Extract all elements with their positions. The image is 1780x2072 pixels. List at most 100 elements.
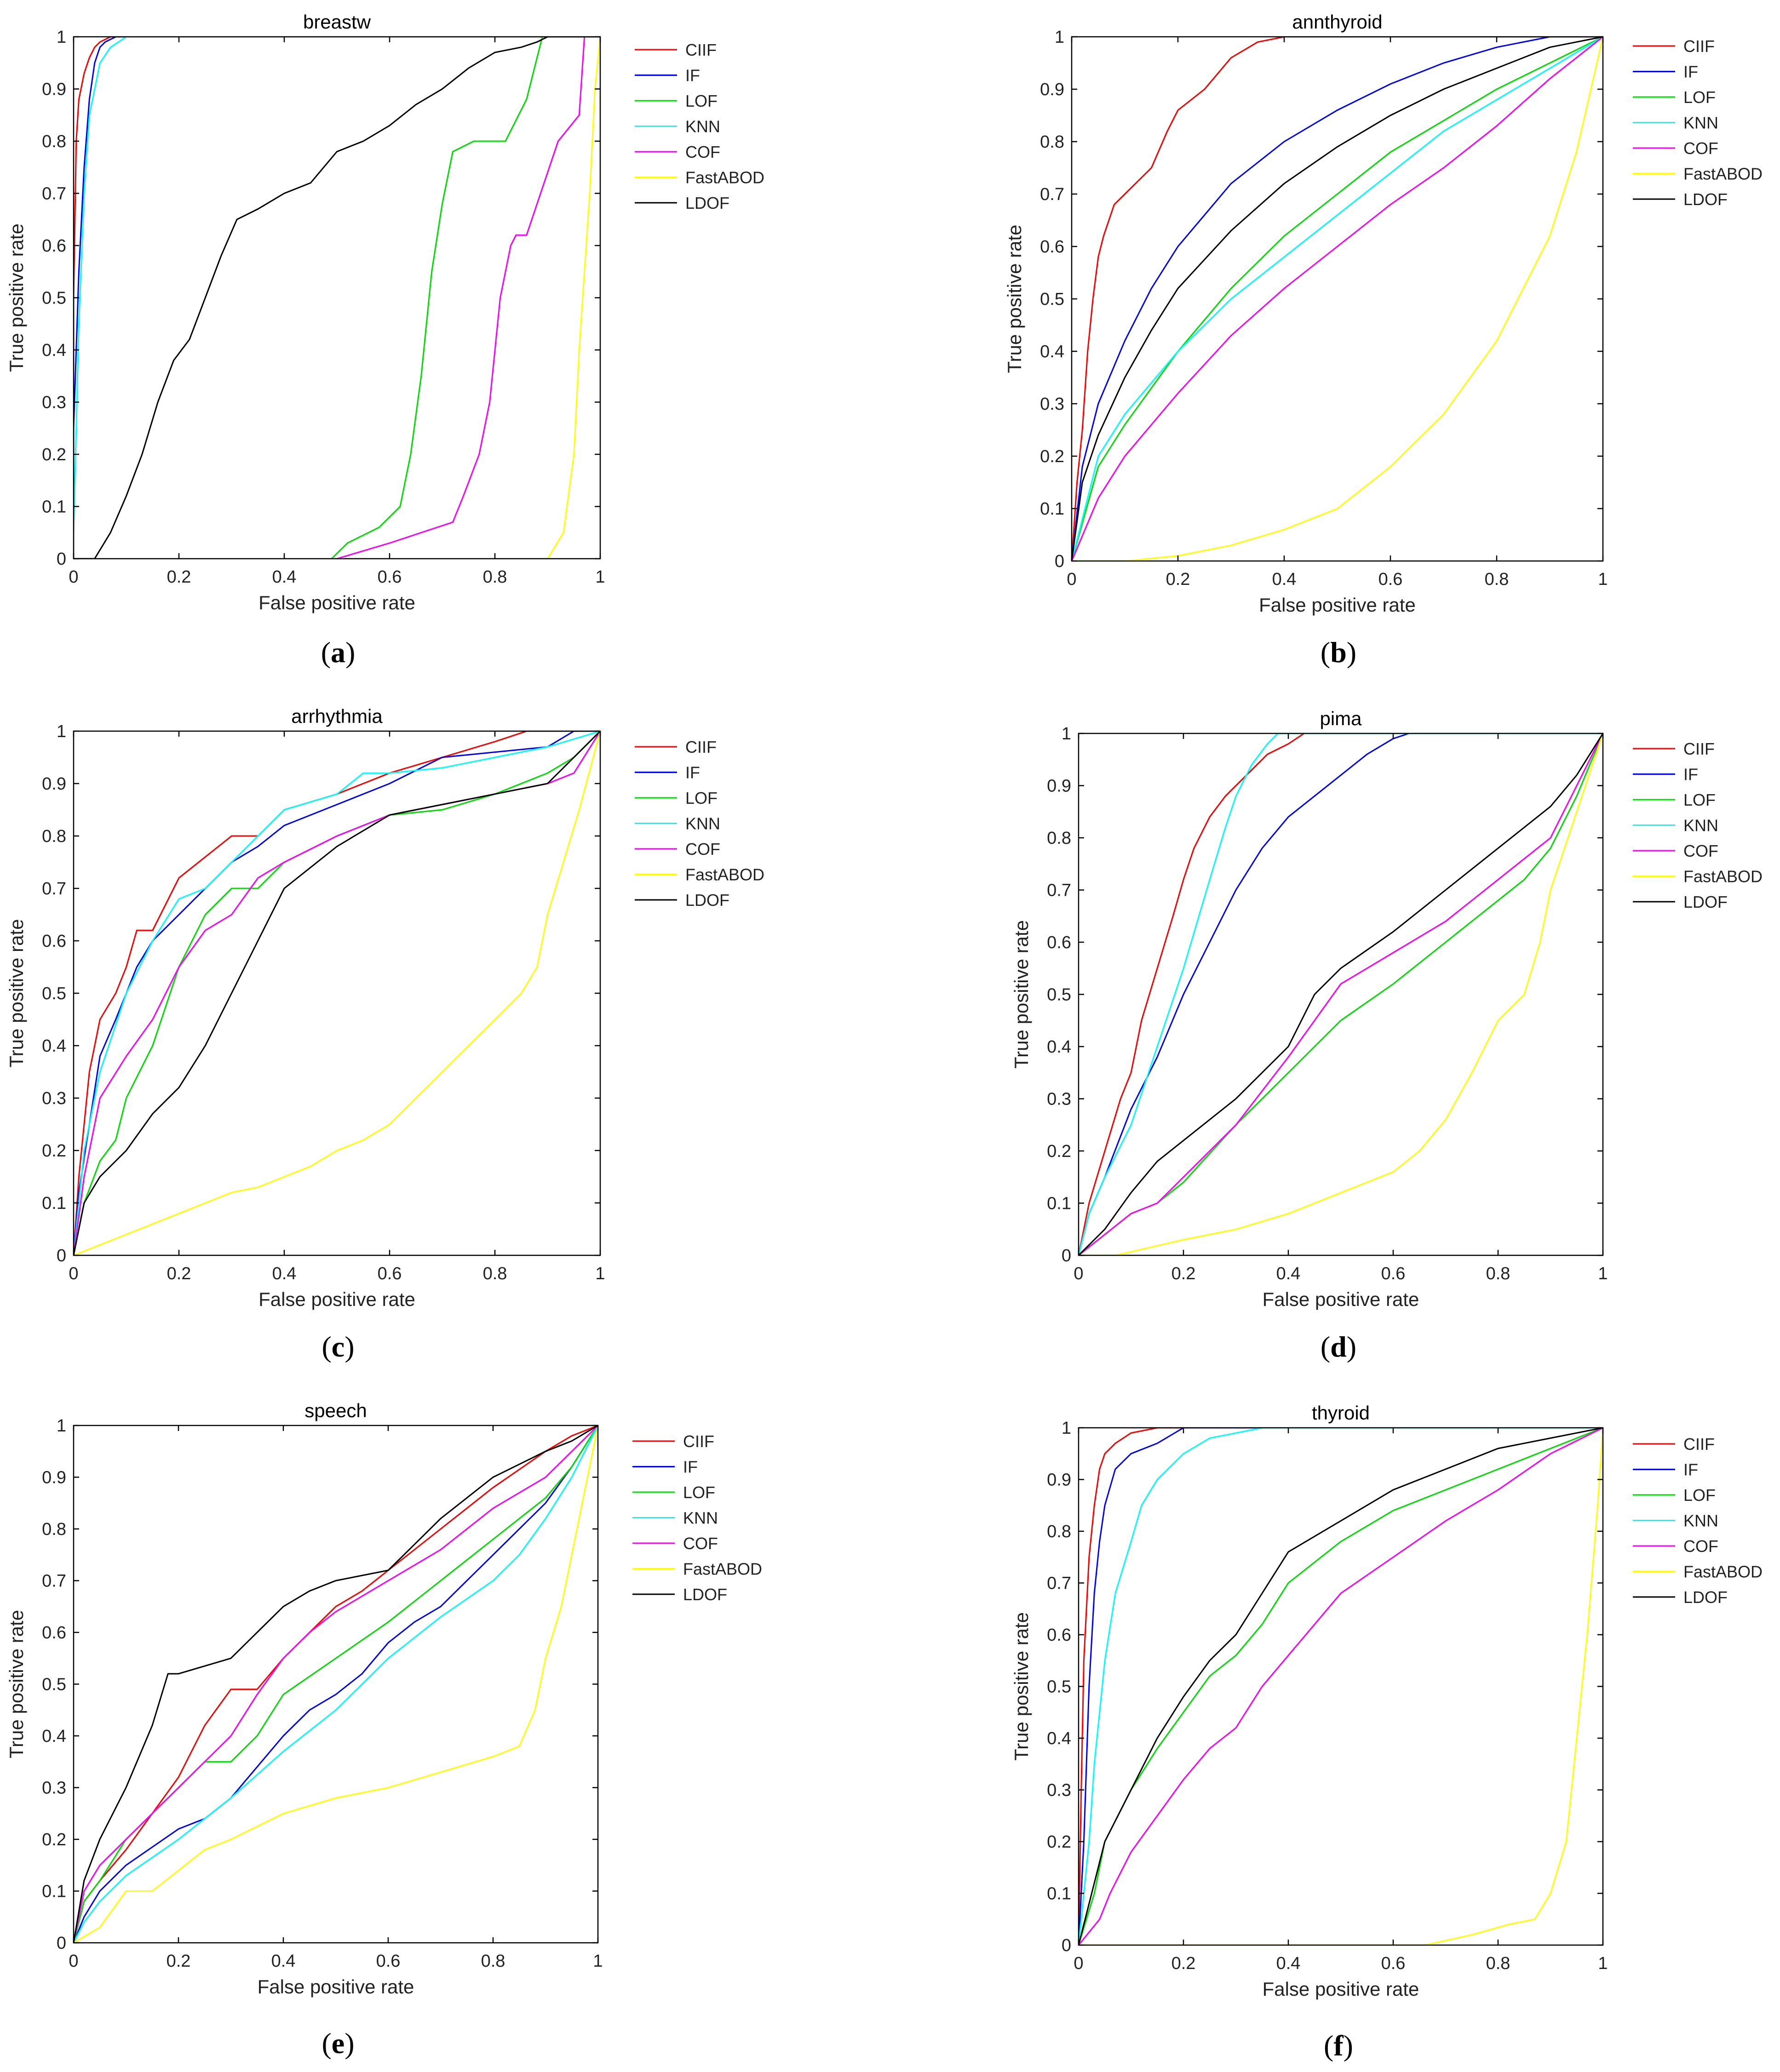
y-axis-label: True positive rate (1011, 1612, 1032, 1761)
y-tick-label: 0.2 (1047, 1142, 1071, 1161)
y-tick-label: 0.8 (1040, 132, 1064, 152)
legend-label-ldof: LDOF (1683, 190, 1728, 209)
series-line-if (1072, 37, 1603, 561)
panel-caption: (f) (1324, 2029, 1353, 2062)
y-tick-label: 0.2 (1040, 447, 1064, 466)
legend-label-ciif: CIIF (1683, 739, 1715, 758)
legend-label-lof: LOF (683, 1483, 715, 1502)
chart-panel-a: 0 0.2 0.4 0.6 0.8 1 0 0.1 0.2 0.3 0.4 0.5 0.6 0.7 0.8 0… (6, 11, 764, 669)
legend: CIIF IF LOF KNN COF FastABOD LDOF (635, 40, 764, 212)
series-line-ciif (1072, 37, 1603, 561)
series-line-ciif (74, 1425, 598, 1943)
y-tick-label: 0.4 (42, 1727, 66, 1746)
series-line-ldof (74, 1425, 598, 1943)
series-line-ldof (74, 37, 600, 559)
series-line-cof (1079, 733, 1603, 1255)
series-line-cof (74, 1425, 598, 1943)
y-tick-label: 0 (1062, 1246, 1071, 1265)
series-line-if (1079, 1428, 1603, 1945)
series-line-ciif (74, 731, 600, 1255)
legend: CIIF IF LOF KNN COF FastABOD LDOF (635, 738, 764, 910)
y-tick-label: 0.4 (42, 1036, 66, 1056)
y-tick-label: 0.3 (42, 1779, 66, 1798)
y-tick-label: 0.9 (42, 1468, 66, 1488)
chart-panel-f: 0 0.2 0.4 0.6 0.8 1 0 0.1 0.2 0.3 0.4 0.5 0.6 0.7 0.8 0… (1011, 1402, 1763, 2062)
y-tick-label: 0.1 (1047, 1194, 1071, 1213)
series-line-lof (1079, 1428, 1603, 1945)
x-tick-label: 0.2 (167, 1952, 191, 1971)
x-tick-label: 1 (595, 567, 605, 587)
y-tick-label: 0.2 (1047, 1832, 1071, 1852)
legend: CIIF IF LOF KNN COF FastABOD LDOF (1633, 739, 1763, 911)
y-tick-label: 1 (1062, 724, 1071, 744)
x-tick-label: 0.4 (1272, 570, 1297, 589)
series-line-fastabod (1072, 37, 1603, 561)
legend-label-knn: KNN (683, 1509, 718, 1528)
legend-label-ciif: CIIF (683, 1432, 714, 1451)
y-axis-label: True positive rate (6, 1610, 27, 1758)
chart-title: annthyroid (1292, 11, 1382, 33)
y-tick-label: 0.9 (1040, 80, 1064, 99)
y-tick-label: 0.4 (1047, 1729, 1071, 1748)
x-tick-label: 0.8 (483, 567, 507, 587)
x-tick-label: 1 (1598, 570, 1608, 589)
legend-label-ldof: LDOF (685, 891, 729, 910)
series-line-lof (1072, 37, 1603, 561)
legend-label-fastabod: FastABOD (1683, 867, 1763, 886)
y-tick-label: 0.7 (1047, 881, 1071, 900)
panel-caption: (c) (322, 1330, 354, 1363)
x-axis-label: False positive rate (258, 1288, 415, 1310)
panel-caption: (b) (1321, 636, 1356, 669)
y-tick-label: 0.5 (1047, 1677, 1071, 1697)
legend-label-fastabod: FastABOD (683, 1560, 762, 1579)
legend-label-knn: KNN (1683, 816, 1718, 835)
y-tick-label: 0.3 (1040, 395, 1064, 414)
legend-label-ldof: LDOF (683, 1585, 727, 1604)
chart-title: breastw (303, 11, 371, 33)
chart-title: pima (1320, 708, 1362, 729)
y-tick-label: 1 (1055, 28, 1064, 47)
x-tick-label: 0 (1074, 1264, 1083, 1283)
y-axis-label: True positive rate (6, 223, 27, 372)
legend-label-knn: KNN (1683, 1511, 1718, 1530)
legend-label-if: IF (685, 763, 700, 782)
legend-label-ciif: CIIF (1683, 1435, 1715, 1454)
plot-frame (1078, 1427, 1604, 1946)
series-line-knn (1079, 1428, 1603, 1945)
legend-label-knn: KNN (685, 814, 720, 833)
series-line-ldof (74, 731, 600, 1255)
x-tick-label: 0.4 (1276, 1264, 1301, 1283)
chart-title: arrhythmia (291, 705, 383, 727)
series-line-fastabod (74, 1425, 598, 1943)
y-tick-label: 0.8 (1047, 1522, 1071, 1541)
x-tick-label: 0.4 (272, 1264, 297, 1283)
legend-label-cof: COF (683, 1534, 718, 1553)
series-line-ciif (1079, 1428, 1603, 1945)
x-tick-label: 0.4 (272, 567, 297, 587)
legend: CIIF IF LOF KNN COF FastABOD LDOF (1633, 1435, 1763, 1607)
x-tick-label: 0.6 (1381, 1264, 1406, 1283)
series-line-cof (74, 37, 600, 559)
plot-frame (73, 1425, 599, 1944)
x-tick-label: 0.2 (167, 567, 191, 587)
series-line-knn (1072, 37, 1603, 561)
y-tick-label: 0 (57, 1934, 66, 1953)
y-tick-label: 1 (57, 28, 66, 47)
series-group (74, 37, 600, 559)
x-tick-label: 0 (1067, 570, 1076, 589)
legend-label-fastabod: FastABOD (1683, 165, 1763, 183)
y-tick-label: 0 (1055, 552, 1064, 571)
legend-label-ldof: LDOF (1683, 1588, 1728, 1607)
legend-label-lof: LOF (1683, 1486, 1716, 1505)
series-line-cof (1072, 37, 1603, 561)
legend-label-fastabod: FastABOD (685, 168, 764, 187)
legend-label-lof: LOF (685, 92, 718, 110)
y-tick-label: 0.4 (1040, 342, 1064, 361)
chart-panel-e: 0 0.2 0.4 0.6 0.8 1 0 0.1 0.2 0.3 0.4 0.5 0.6 0.7 0.8 0… (6, 1400, 762, 2060)
series-line-fastabod (74, 731, 600, 1255)
legend-label-knn: KNN (1683, 114, 1718, 132)
legend-label-ldof: LDOF (1683, 893, 1728, 911)
y-tick-label: 0.1 (42, 1882, 66, 1901)
series-line-lof (74, 731, 600, 1255)
y-tick-label: 0.8 (42, 827, 66, 846)
